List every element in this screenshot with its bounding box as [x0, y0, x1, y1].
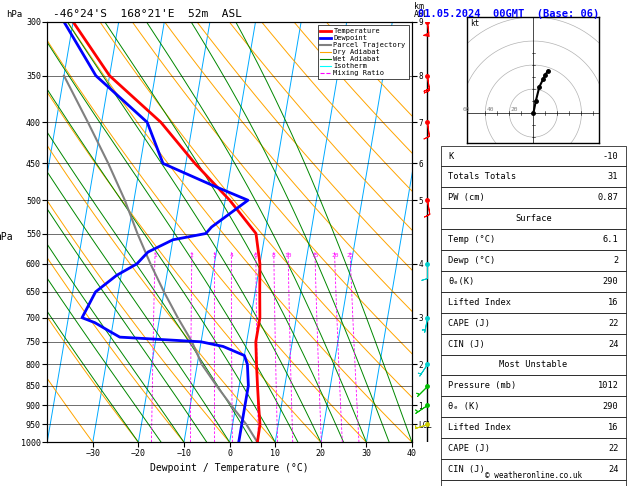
- Text: 0.87: 0.87: [598, 193, 618, 202]
- Text: km
ASL: km ASL: [414, 2, 429, 19]
- Text: Lifted Index: Lifted Index: [448, 423, 511, 432]
- Text: -10: -10: [603, 152, 618, 160]
- Bar: [441, 459, 626, 480]
- Text: Pressure (mb): Pressure (mb): [448, 382, 516, 390]
- Bar: [441, 397, 626, 417]
- Bar: [441, 271, 626, 292]
- Text: 10: 10: [284, 253, 292, 258]
- Text: θₑ (K): θₑ (K): [448, 402, 480, 411]
- Text: 15: 15: [311, 253, 319, 258]
- Text: -46°24'S  168°21'E  52m  ASL: -46°24'S 168°21'E 52m ASL: [53, 9, 242, 19]
- Text: 60: 60: [462, 107, 470, 112]
- Bar: [441, 188, 626, 208]
- Bar: [441, 292, 626, 313]
- Text: 22: 22: [608, 444, 618, 453]
- Text: Dewp (°C): Dewp (°C): [448, 256, 496, 265]
- Text: 24: 24: [608, 340, 618, 348]
- Text: CIN (J): CIN (J): [448, 340, 485, 348]
- Y-axis label: hPa: hPa: [0, 232, 13, 242]
- Text: 4: 4: [230, 253, 233, 258]
- Text: 16: 16: [608, 423, 618, 432]
- Text: 6: 6: [254, 253, 258, 258]
- Bar: [441, 375, 626, 397]
- Bar: [441, 355, 626, 375]
- Bar: [441, 208, 626, 229]
- Bar: [441, 334, 626, 355]
- Text: 22: 22: [608, 319, 618, 328]
- Text: 20: 20: [331, 253, 338, 258]
- Text: 40: 40: [487, 107, 494, 112]
- Text: 1012: 1012: [598, 382, 618, 390]
- Bar: [441, 229, 626, 250]
- Text: 2: 2: [613, 256, 618, 265]
- Text: 24: 24: [608, 465, 618, 474]
- Text: kt: kt: [470, 19, 479, 28]
- Text: 01.05.2024  00GMT  (Base: 06): 01.05.2024 00GMT (Base: 06): [418, 9, 599, 19]
- Text: 290: 290: [603, 277, 618, 286]
- Bar: [441, 146, 626, 166]
- Bar: [441, 438, 626, 459]
- Bar: [441, 417, 626, 438]
- Text: Temp (°C): Temp (°C): [448, 235, 496, 244]
- Text: 2: 2: [190, 253, 194, 258]
- Text: CAPE (J): CAPE (J): [448, 444, 491, 453]
- Text: 8: 8: [272, 253, 276, 258]
- Text: © weatheronline.co.uk: © weatheronline.co.uk: [485, 471, 582, 480]
- Text: 6.1: 6.1: [603, 235, 618, 244]
- Text: CAPE (J): CAPE (J): [448, 319, 491, 328]
- Bar: [441, 166, 626, 188]
- Text: Lifted Index: Lifted Index: [448, 298, 511, 307]
- Text: Surface: Surface: [515, 214, 552, 223]
- Text: 1: 1: [153, 253, 157, 258]
- Text: 20: 20: [511, 107, 518, 112]
- Text: Most Unstable: Most Unstable: [499, 361, 567, 369]
- Text: K: K: [448, 152, 454, 160]
- Text: 290: 290: [603, 402, 618, 411]
- Text: 25: 25: [347, 253, 354, 258]
- Text: CIN (J): CIN (J): [448, 465, 485, 474]
- Text: PW (cm): PW (cm): [448, 193, 485, 202]
- Text: 31: 31: [608, 173, 618, 181]
- Text: θₑ(K): θₑ(K): [448, 277, 474, 286]
- Text: Totals Totals: Totals Totals: [448, 173, 516, 181]
- Legend: Temperature, Dewpoint, Parcel Trajectory, Dry Adiabat, Wet Adiabat, Isotherm, Mi: Temperature, Dewpoint, Parcel Trajectory…: [318, 25, 408, 79]
- Text: hPa: hPa: [6, 10, 23, 19]
- X-axis label: Dewpoint / Temperature (°C): Dewpoint / Temperature (°C): [150, 463, 309, 473]
- Bar: [441, 250, 626, 271]
- Bar: [441, 480, 626, 486]
- Text: 16: 16: [608, 298, 618, 307]
- Bar: [441, 313, 626, 334]
- Text: 3: 3: [213, 253, 216, 258]
